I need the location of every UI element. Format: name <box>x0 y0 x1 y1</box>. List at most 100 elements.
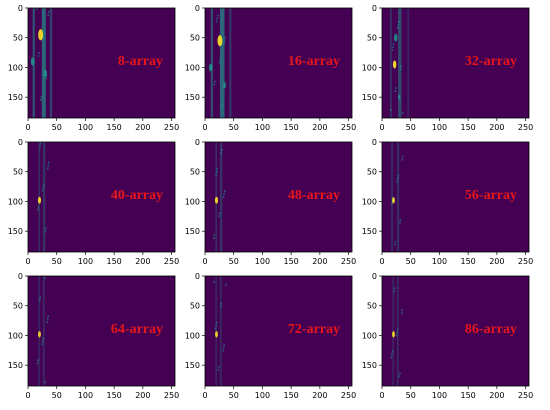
heatmap-speckle <box>221 105 223 108</box>
x-tick-label: 100 <box>432 391 447 400</box>
y-tick-label: 0 <box>18 138 23 147</box>
heatmap-background <box>382 276 529 386</box>
heatmap-speckle <box>218 215 220 218</box>
heatmap-speckle <box>37 359 39 362</box>
heatmap-speckle <box>46 318 49 321</box>
x-tick-label: 0 <box>379 123 384 132</box>
heatmap-hotspot <box>214 196 219 204</box>
heatmap-background <box>382 142 529 252</box>
y-tick-label: 50 <box>13 34 23 43</box>
x-tick-label: 200 <box>135 391 150 400</box>
x-tick-label: 50 <box>229 391 239 400</box>
heatmap-speckle <box>41 343 43 346</box>
heatmap-speckle <box>390 109 392 112</box>
heatmap-speckle <box>44 381 47 384</box>
heatmap-speckle <box>215 321 218 324</box>
heatmap-speckle <box>391 353 393 356</box>
y-tick-label: 100 <box>362 197 377 206</box>
heatmap-speckle <box>38 299 41 302</box>
heatmap-speckle <box>394 287 396 290</box>
heatmap-hotspot <box>38 331 41 338</box>
heatmap-speckle <box>37 208 39 211</box>
heatmap-speckle <box>42 337 44 340</box>
heatmap-speckle <box>222 349 224 352</box>
x-tick-label: 250 <box>341 391 356 400</box>
heatmap-hotspot <box>217 35 223 47</box>
heatmap-speckle <box>399 372 401 375</box>
y-tick-label: 50 <box>13 302 23 311</box>
y-tick-label: 50 <box>190 302 200 311</box>
heatmap-speckle <box>214 327 217 330</box>
x-tick-label: 100 <box>78 123 93 132</box>
panel-title: 32-array <box>465 54 517 69</box>
heatmap-panel-3: 0 50 100 150 200 250 0 50 100 150 32-array <box>362 4 533 132</box>
heatmap-streak <box>219 142 223 252</box>
x-tick-label: 50 <box>52 257 62 266</box>
heatmap-speckle <box>219 58 221 61</box>
heatmap-hotspot <box>394 33 398 42</box>
heatmap-speckle <box>396 27 399 30</box>
heatmap-streak <box>390 8 392 118</box>
heatmap-speckle <box>391 350 394 353</box>
x-tick-label: 150 <box>460 123 475 132</box>
x-tick-label: 0 <box>25 257 30 266</box>
heatmap-speckle <box>215 324 217 327</box>
y-tick-label: 100 <box>8 63 23 72</box>
panel-title: 40-array <box>111 188 163 203</box>
x-tick-label: 250 <box>518 123 533 132</box>
y-tick-label: 100 <box>8 331 23 340</box>
x-tick-label: 100 <box>255 123 270 132</box>
y-tick-label: 100 <box>185 331 200 340</box>
x-tick-label: 50 <box>406 123 416 132</box>
heatmap-background <box>382 8 529 118</box>
x-tick-label: 200 <box>489 391 504 400</box>
heatmap-speckle <box>46 167 49 170</box>
heatmap-speckle <box>218 365 220 368</box>
heatmap-speckle <box>44 230 47 233</box>
heatmap-background <box>28 276 175 386</box>
heatmap-speckle <box>396 180 398 183</box>
heatmap-speckle <box>392 46 394 49</box>
heatmap-speckle <box>46 321 48 324</box>
heatmap-hotspot <box>392 60 397 69</box>
heatmap-speckle <box>45 76 47 79</box>
heatmap-speckle <box>37 54 40 57</box>
panel-title: 56-array <box>465 188 517 203</box>
y-tick-label: 100 <box>8 197 23 206</box>
heatmap-speckle <box>394 90 397 93</box>
heatmap-speckle <box>45 227 47 230</box>
heatmap-speckle <box>223 39 226 42</box>
heatmap-hotspot <box>223 82 226 89</box>
x-tick-label: 0 <box>25 123 30 132</box>
heatmap-background <box>205 276 352 386</box>
y-tick-label: 150 <box>362 93 377 102</box>
heatmap-background <box>205 142 352 252</box>
heatmap-hotspot <box>398 94 401 100</box>
heatmap-speckle <box>36 362 39 365</box>
heatmap-speckle <box>217 368 220 371</box>
y-tick-label: 0 <box>372 272 377 281</box>
x-tick-label: 250 <box>164 391 179 400</box>
x-tick-label: 0 <box>202 257 207 266</box>
heatmap-speckle <box>48 10 50 13</box>
heatmap-speckle <box>41 189 44 192</box>
y-tick-label: 50 <box>367 168 377 177</box>
heatmap-streak <box>392 276 395 386</box>
heatmap-speckle <box>217 14 219 17</box>
heatmap-streak <box>407 8 409 118</box>
x-tick-label: 150 <box>460 257 475 266</box>
y-tick-label: 150 <box>185 93 200 102</box>
x-tick-label: 200 <box>489 257 504 266</box>
heatmap-speckle <box>401 309 404 312</box>
x-tick-label: 150 <box>283 123 298 132</box>
heatmap-streak <box>219 8 225 118</box>
heatmap-speckle <box>397 24 400 27</box>
heatmap-hotspot <box>30 57 35 66</box>
heatmap-speckle <box>215 174 217 177</box>
heatmap-speckle <box>224 36 227 39</box>
heatmap-speckle <box>44 277 46 280</box>
heatmap-hotspot <box>215 331 218 338</box>
y-tick-label: 50 <box>190 34 200 43</box>
y-tick-label: 100 <box>185 63 200 72</box>
